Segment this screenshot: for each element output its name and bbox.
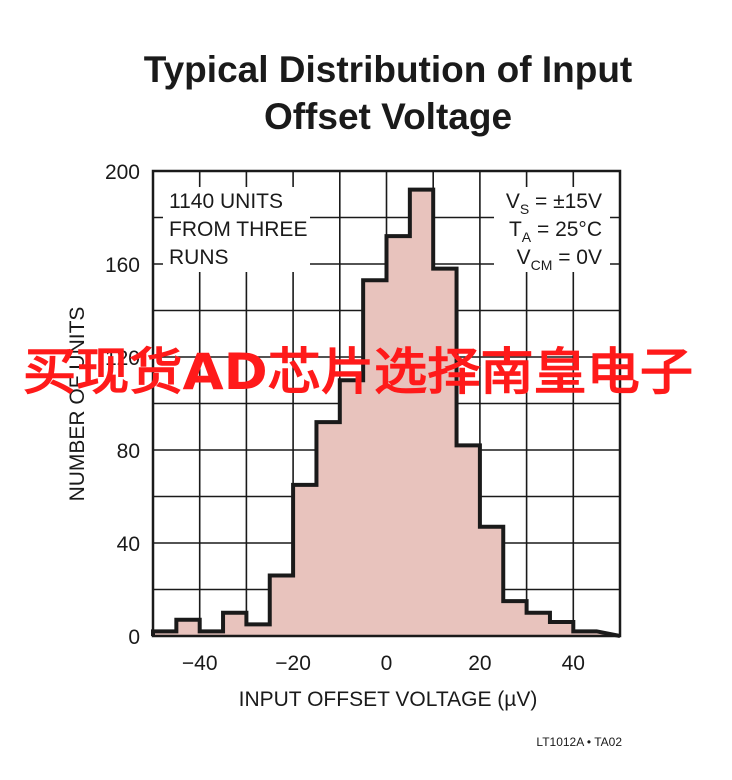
chart-title-line-1: Typical Distribution of Input bbox=[144, 49, 633, 90]
figure-footnote: LT1012A • TA02 bbox=[536, 735, 622, 749]
y-tick-label: 40 bbox=[117, 533, 140, 556]
y-tick-labels: 0 40 80 120 160 200 bbox=[105, 161, 140, 649]
annotation-vcm: VCM = 0V bbox=[517, 246, 602, 273]
x-tick-label: 20 bbox=[468, 652, 491, 675]
y-tick-label: 80 bbox=[117, 440, 140, 463]
histogram-outline bbox=[151, 187, 621, 638]
y-tick-label: 0 bbox=[128, 626, 140, 649]
x-tick-labels: −40 −20 0 20 40 bbox=[182, 652, 585, 675]
annotation-units: 1140 UNITS FROM THREE RUNS bbox=[169, 190, 307, 269]
histogram-fill bbox=[153, 189, 620, 636]
x-tick-label: −20 bbox=[275, 652, 311, 675]
plot-frame bbox=[151, 169, 622, 638]
annotation-ta: TA = 25°C bbox=[509, 218, 602, 245]
annotation-left-line-3: RUNS bbox=[169, 246, 229, 269]
annotation-left-line-2: FROM THREE bbox=[169, 218, 307, 241]
y-tick-label: 200 bbox=[105, 161, 140, 184]
chart-title-line-2: Offset Voltage bbox=[264, 96, 512, 137]
x-tick-label: 40 bbox=[562, 652, 585, 675]
annotation-vs: VS = ±15V bbox=[506, 190, 602, 217]
y-tick-label: 120 bbox=[105, 347, 140, 370]
annotation-conditions: VS = ±15V TA = 25°C VCM = 0V bbox=[506, 190, 602, 273]
watermark-text: 买现货AD芯片选择南皇电子 bbox=[23, 343, 693, 401]
annotation-left-box bbox=[163, 187, 310, 272]
y-axis-label: NUMBER OF UNITS bbox=[66, 307, 89, 502]
annotation-background bbox=[163, 187, 610, 272]
y-tick-label: 160 bbox=[105, 254, 140, 277]
annotation-left-line-1: 1140 UNITS bbox=[169, 190, 283, 213]
x-axis-label: INPUT OFFSET VOLTAGE (µV) bbox=[239, 688, 538, 711]
x-tick-label: 0 bbox=[381, 652, 393, 675]
annotation-right-box bbox=[494, 187, 610, 272]
x-tick-label: −40 bbox=[182, 652, 218, 675]
